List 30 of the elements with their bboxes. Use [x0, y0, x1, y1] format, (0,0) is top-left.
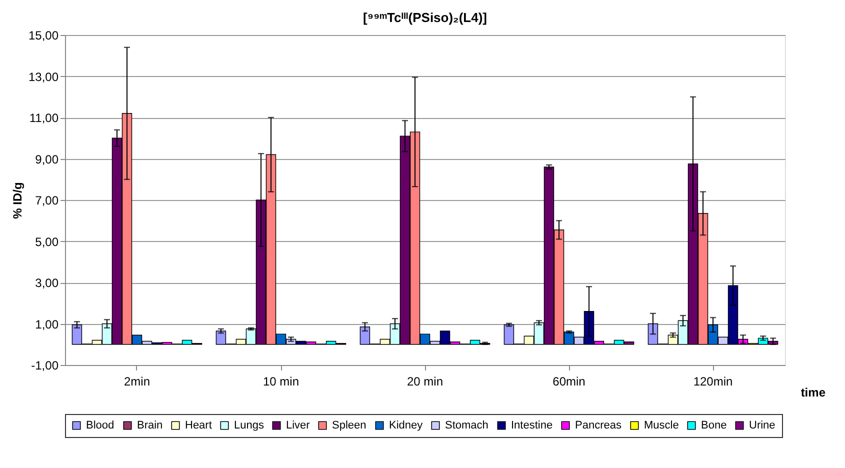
y-tick-label: 11,00 — [29, 111, 59, 125]
legend-label: Stomach — [445, 420, 488, 432]
legend-label: Bone — [701, 420, 727, 432]
y-tick-label: 13,00 — [28, 70, 59, 84]
legend-label: Spleen — [332, 420, 366, 432]
y-tick-label: 15,00 — [28, 28, 59, 42]
x-tick-label: 60min — [552, 374, 586, 388]
legend-label: Brain — [137, 420, 163, 432]
y-tick-label: 1,00 — [35, 317, 59, 332]
legend-label: Liver — [286, 420, 310, 432]
x-tick-label: 120min — [693, 374, 733, 388]
x-axis-title: time — [800, 386, 826, 400]
x-tick-label: 10 min — [262, 374, 300, 388]
y-tick-label: 7,00 — [35, 194, 59, 208]
legend-label: Pancreas — [575, 420, 622, 432]
x-tick-label: 2min — [124, 374, 150, 388]
y-axis-title: % ID/g — [10, 182, 24, 219]
legend-label: Intestine — [511, 420, 553, 432]
y-tick-label: 9,00 — [35, 152, 59, 166]
chart-title: [⁹⁹ᵐTcᴵᴵᴵ(PSiso)₂(L4)] — [363, 10, 487, 25]
y-tick-label: 5,00 — [35, 234, 59, 249]
legend-label: Urine — [749, 420, 776, 432]
y-tick-label: -1,00 — [31, 358, 59, 372]
y-tick-label: 3,00 — [35, 276, 59, 290]
x-tick-label: 20 min — [406, 374, 444, 388]
legend-label: Lungs — [234, 420, 264, 432]
legend-label: Kidney — [389, 420, 424, 432]
legend-label: Muscle — [644, 420, 679, 432]
legend-label: Heart — [185, 420, 212, 432]
legend-label: Blood — [86, 420, 114, 432]
